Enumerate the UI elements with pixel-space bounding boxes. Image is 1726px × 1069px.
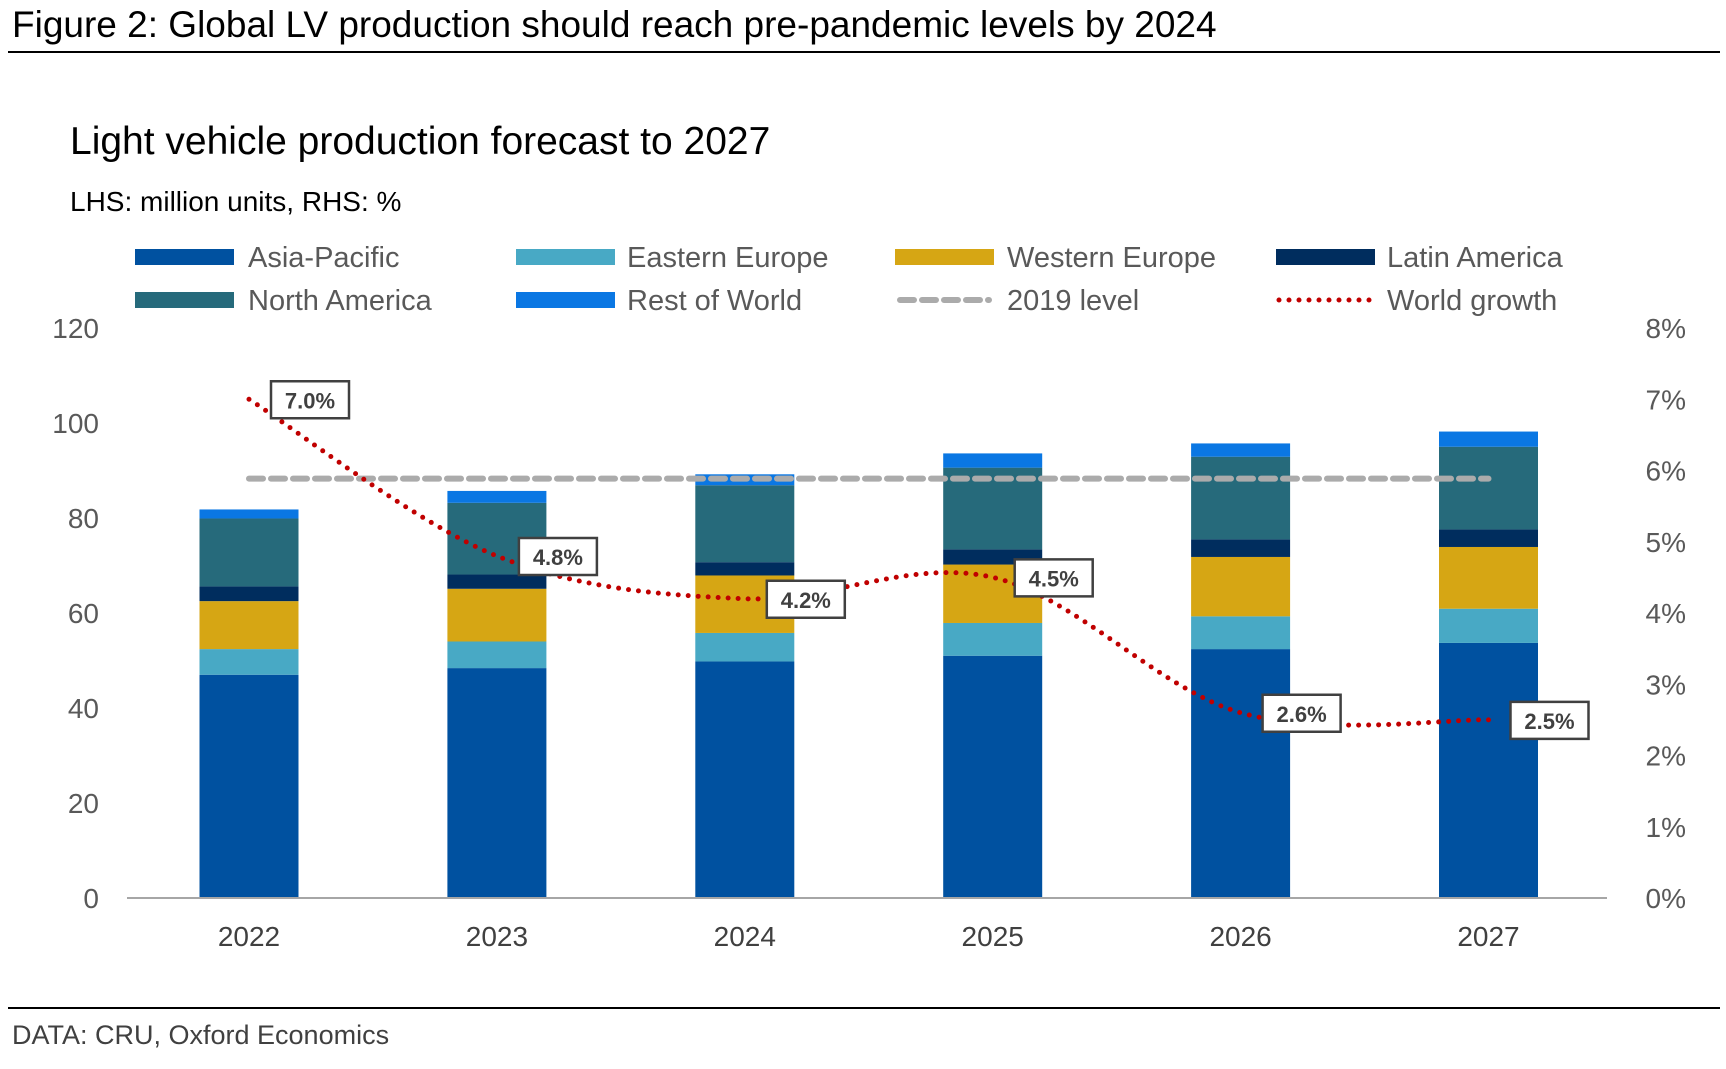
figure-title: Figure 2: Global LV production should re… — [12, 4, 1217, 45]
bar-rest-of-world — [199, 509, 299, 519]
bar-asia-pacific — [695, 661, 795, 898]
bar-rest-of-world — [447, 490, 547, 503]
legend-label: Eastern Europe — [627, 242, 829, 274]
data-label: 2.5% — [1524, 709, 1574, 734]
legend-swatch — [135, 292, 234, 308]
data-label-box — [765, 579, 847, 619]
bar-eastern-europe — [1191, 616, 1291, 650]
chart-subtitle: LHS: million units, RHS: % — [70, 186, 402, 217]
bar-latin-america — [447, 574, 547, 589]
legend-swatch — [895, 249, 994, 265]
bar-eastern-europe — [199, 649, 299, 675]
y-left-tick-label: 20 — [68, 788, 99, 819]
bar-asia-pacific — [943, 655, 1043, 898]
y-left-tick-label: 80 — [68, 503, 99, 534]
y-right-tick-label: 6% — [1646, 456, 1686, 487]
y-left-tick-label: 40 — [68, 693, 99, 724]
legend-label: North America — [248, 285, 433, 317]
bar-western-europe — [199, 601, 299, 650]
x-tick-label: 2024 — [714, 921, 776, 952]
y-left-tick-label: 100 — [52, 408, 99, 439]
bar-western-europe — [1439, 546, 1538, 609]
bar-north-america — [1191, 456, 1291, 540]
bar-rest-of-world — [1191, 443, 1291, 457]
bar-asia-pacific — [1191, 649, 1291, 898]
y-left-tick-label: 60 — [68, 598, 99, 629]
bar-latin-america — [199, 586, 299, 602]
legend-label: World growth — [1387, 285, 1557, 317]
data-label: 7.0% — [285, 388, 335, 413]
y-right-tick-label: 1% — [1646, 812, 1686, 843]
data-label-box — [1013, 558, 1094, 598]
bar-western-europe — [447, 588, 547, 642]
x-tick-label: 2027 — [1457, 921, 1519, 952]
bar-eastern-europe — [943, 622, 1043, 656]
legend-swatch — [1276, 249, 1375, 265]
x-tick-label: 2023 — [466, 921, 528, 952]
legend-label: Rest of World — [627, 285, 802, 317]
bar-eastern-europe — [447, 641, 547, 669]
bottom-divider — [8, 1007, 1720, 1009]
bar-western-europe — [1191, 556, 1291, 617]
legend-swatch — [516, 292, 615, 308]
data-label: 4.8% — [533, 545, 583, 570]
bar-latin-america — [695, 562, 795, 576]
legend-label: Asia-Pacific — [248, 242, 400, 274]
top-divider — [8, 51, 1720, 53]
y-right-tick-label: 8% — [1646, 313, 1686, 344]
bar-asia-pacific — [199, 674, 299, 898]
bar-eastern-europe — [1439, 608, 1538, 643]
legend-swatch — [516, 249, 615, 265]
bar-north-america — [199, 518, 299, 587]
y-right-tick-label: 3% — [1646, 669, 1686, 700]
bar-eastern-europe — [695, 632, 795, 662]
legend-label: 2019 level — [1007, 285, 1139, 317]
data-label-box — [517, 536, 599, 577]
data-label: 4.5% — [1029, 566, 1079, 591]
bar-north-america — [1439, 446, 1538, 530]
data-label-box — [269, 380, 351, 420]
y-right-tick-label: 5% — [1646, 527, 1686, 558]
x-tick-label: 2025 — [962, 921, 1024, 952]
data-label-box — [1509, 700, 1590, 741]
bar-asia-pacific — [447, 668, 547, 898]
bar-rest-of-world — [1439, 431, 1538, 447]
data-label-box — [1261, 693, 1342, 733]
y-left-tick-label: 120 — [52, 313, 99, 344]
y-right-tick-label: 0% — [1646, 883, 1686, 914]
data-label: 4.2% — [781, 588, 831, 613]
data-source: DATA: CRU, Oxford Economics — [12, 1020, 390, 1050]
y-right-tick-label: 7% — [1646, 384, 1686, 415]
y-right-tick-label: 2% — [1646, 741, 1686, 772]
bar-north-america — [695, 485, 795, 563]
bar-latin-america — [1439, 529, 1538, 547]
bar-rest-of-world — [943, 453, 1043, 468]
x-tick-label: 2022 — [218, 921, 280, 952]
bar-asia-pacific — [1439, 642, 1538, 898]
y-right-tick-label: 4% — [1646, 598, 1686, 629]
legend-label: Latin America — [1387, 242, 1564, 274]
data-label: 2.6% — [1277, 702, 1327, 727]
legend-swatch — [135, 249, 234, 265]
x-tick-label: 2026 — [1209, 921, 1271, 952]
y-left-tick-label: 0 — [83, 883, 99, 914]
chart-title: Light vehicle production forecast to 202… — [70, 120, 771, 163]
legend-label: Western Europe — [1007, 242, 1216, 274]
bar-latin-america — [1191, 539, 1291, 557]
world-growth-line — [246, 396, 1491, 728]
